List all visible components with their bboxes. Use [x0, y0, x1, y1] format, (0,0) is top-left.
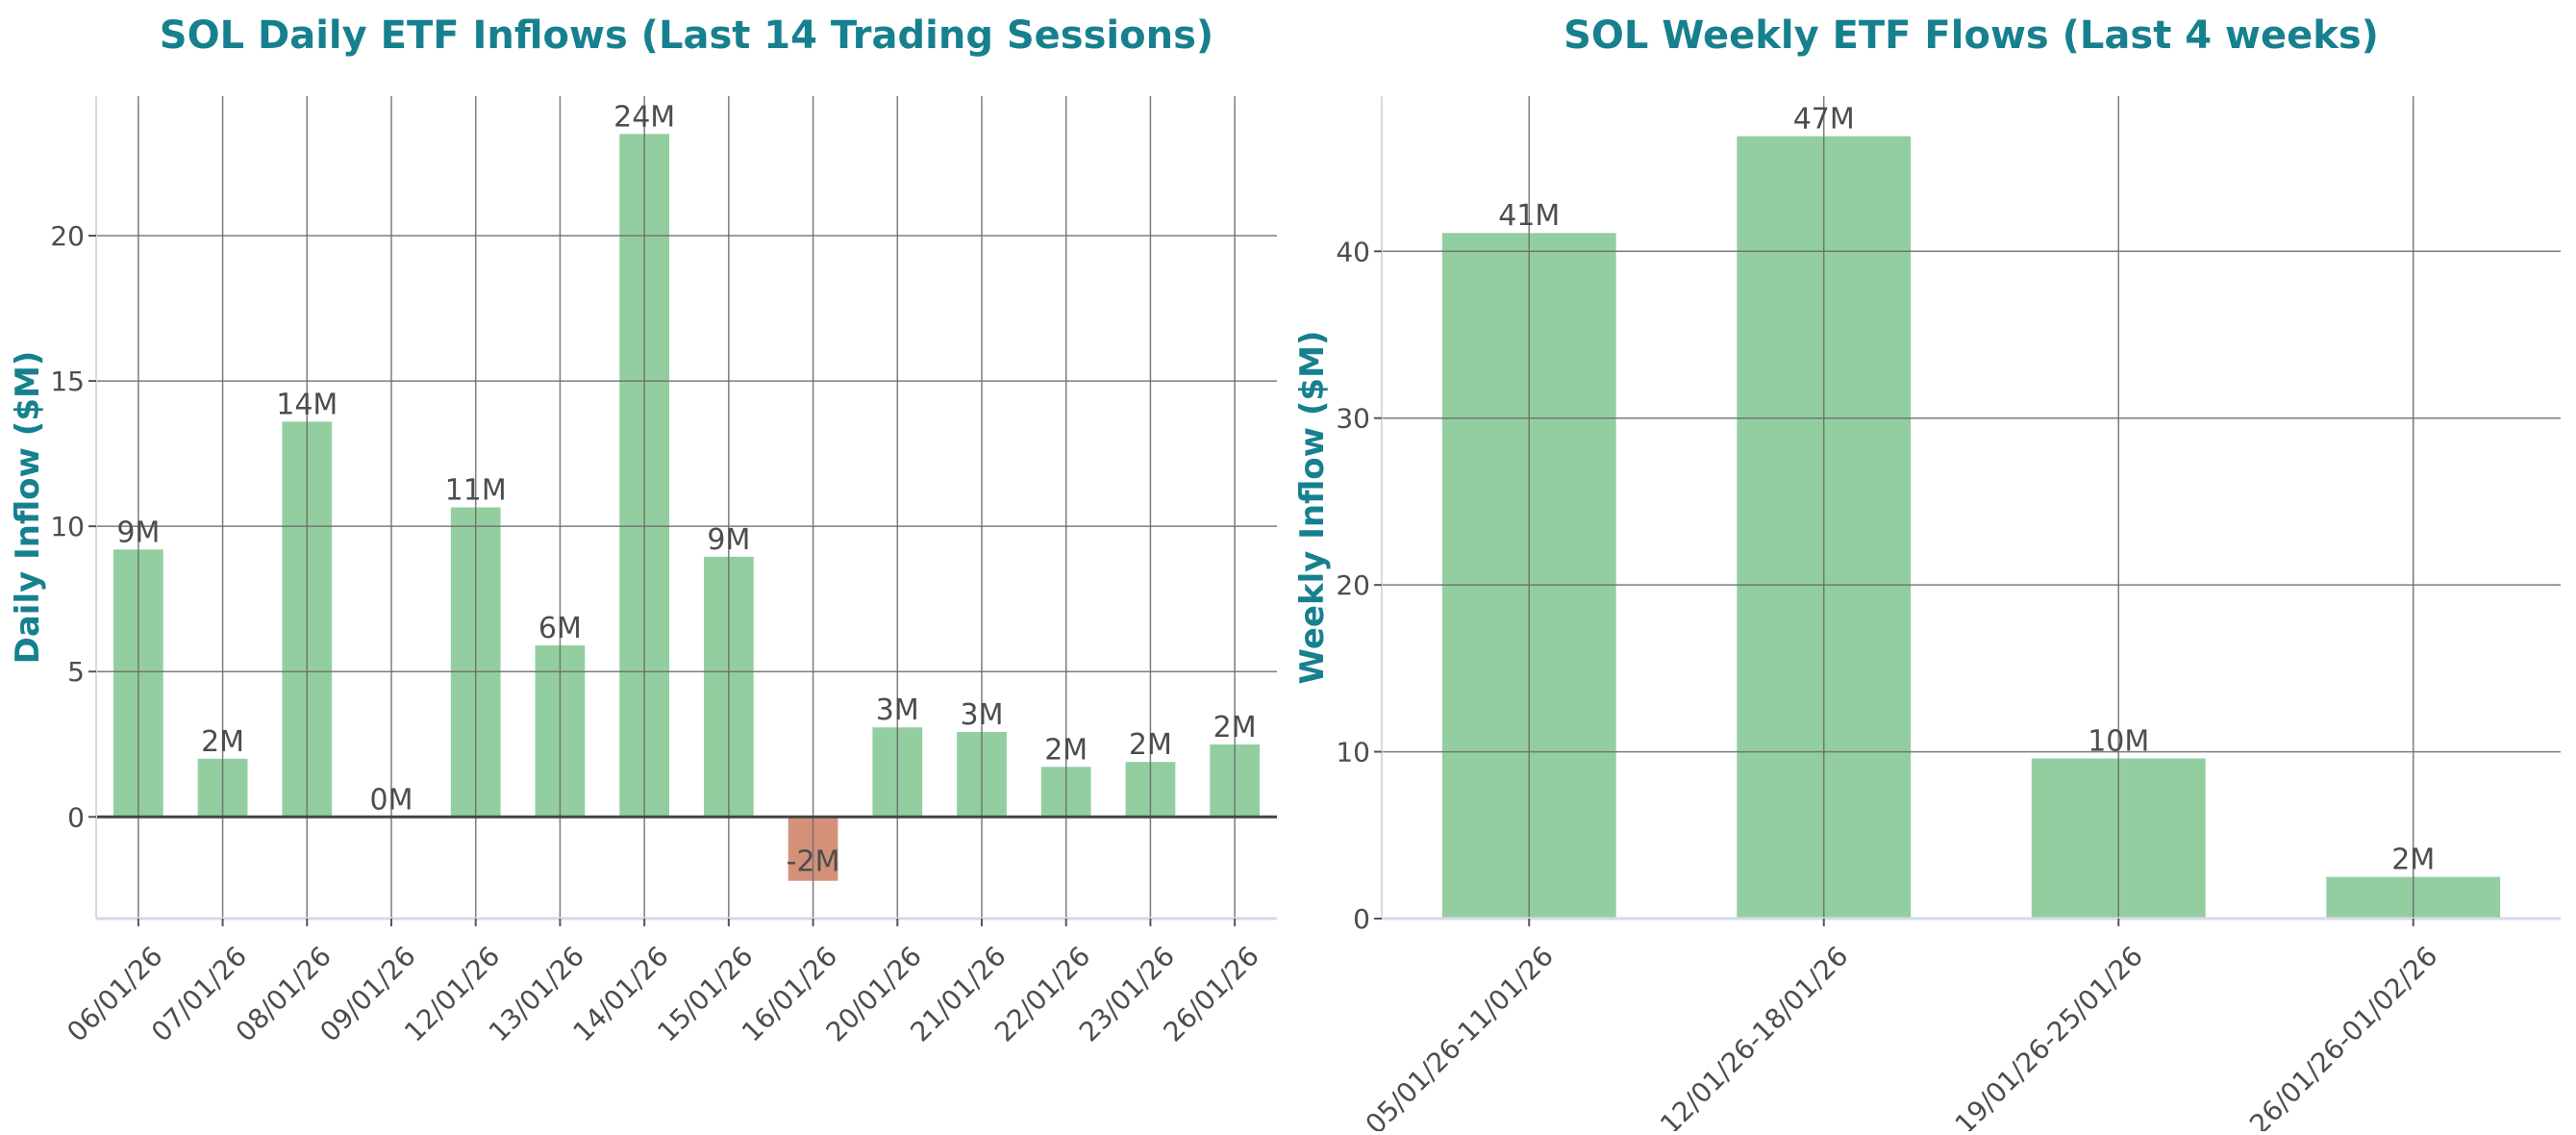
y-tick-label: 0	[1353, 903, 1370, 935]
y-tick-label: 10	[50, 511, 85, 542]
data-label: 24M	[613, 100, 675, 134]
y-tick-label: 10	[1336, 737, 1370, 769]
x-tick-label: 26/01/26-01/02/26	[2243, 940, 2443, 1131]
y-tick-label: 40	[1336, 236, 1370, 267]
y-tick-label: 20	[1336, 569, 1370, 601]
data-label: 2M	[1213, 711, 1257, 744]
y-tick-label: 20	[50, 220, 85, 252]
data-label: 14M	[276, 388, 338, 421]
data-label: 2M	[1044, 733, 1088, 767]
y-tick-label: 0	[67, 801, 85, 833]
chart-title: SOL Weekly ETF Flows (Last 4 weeks)	[1563, 13, 2379, 58]
data-label: -2M	[787, 845, 840, 879]
data-label: 9M	[116, 516, 160, 549]
chart-title: SOL Daily ETF Inflows (Last 14 Trading S…	[160, 13, 1213, 58]
data-label: 6M	[538, 612, 582, 645]
data-label: 2M	[201, 725, 244, 759]
chart-panel-2: SOL Weekly ETF Flows (Last 4 weeks) Weekl…	[1293, 13, 2561, 1135]
data-label: 0M	[370, 783, 413, 817]
y-tick-label: 5	[67, 656, 85, 688]
y-axis-label: Weekly Inflow ($M)	[1293, 331, 1332, 685]
x-tick-label: 12/01/26-18/01/26	[1654, 940, 1854, 1131]
chart-panel-1: SOL Daily ETF Inflows (Last 14 Trading S…	[9, 13, 1277, 1048]
data-label: 9M	[707, 523, 750, 557]
data-label: 3M	[876, 694, 919, 727]
data-label: 47M	[1793, 103, 1855, 137]
data-label: 11M	[445, 474, 507, 508]
x-tick-label: 19/01/26-25/01/26	[1949, 940, 2149, 1131]
y-axis-label: Daily Inflow ($M)	[9, 351, 47, 665]
y-tick-label: 15	[50, 366, 85, 397]
data-label: 41M	[1498, 199, 1560, 233]
y-tick-label: 30	[1336, 403, 1370, 435]
data-label: 2M	[1129, 728, 1172, 762]
data-label: 2M	[2391, 844, 2435, 877]
data-label: 3M	[961, 698, 1004, 732]
x-tick-label: 05/01/26-11/01/26	[1360, 940, 1560, 1131]
data-label: 10M	[2088, 725, 2149, 759]
